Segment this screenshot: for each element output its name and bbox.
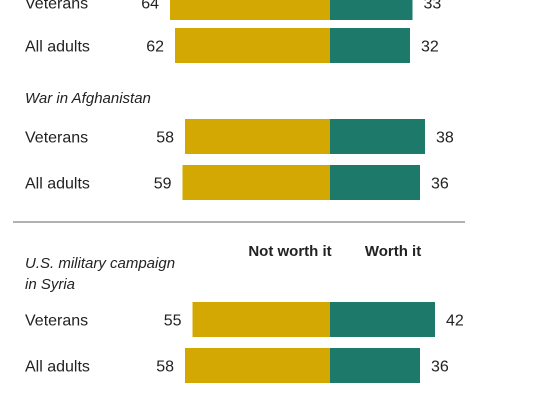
value-worth-it: 36	[431, 359, 449, 376]
bar-worth-it	[330, 348, 420, 383]
bar-not-worth-it	[192, 302, 330, 337]
value-worth-it: 36	[431, 176, 449, 193]
group-title: War in Afghanistan	[25, 90, 151, 107]
bar-worth-it	[330, 302, 435, 337]
legend-worth-it: Worth it	[365, 243, 421, 260]
value-not-worth-it: 58	[156, 130, 174, 147]
row-label: All adults	[25, 359, 90, 376]
value-worth-it: 42	[446, 313, 464, 330]
bar-worth-it	[330, 0, 413, 20]
value-worth-it: 38	[436, 130, 454, 147]
value-not-worth-it: 62	[146, 39, 164, 56]
bar-not-worth-it	[185, 348, 330, 383]
bar-worth-it	[330, 165, 420, 200]
bar-not-worth-it	[175, 28, 330, 63]
bar-not-worth-it	[182, 165, 330, 200]
group-title: in Syria	[25, 276, 75, 293]
value-not-worth-it: 58	[156, 359, 174, 376]
bar-worth-it	[330, 28, 410, 63]
value-worth-it: 32	[421, 39, 439, 56]
value-not-worth-it: 55	[164, 313, 182, 330]
value-not-worth-it: 64	[141, 0, 159, 13]
bar-not-worth-it	[170, 0, 330, 20]
bar-worth-it	[330, 119, 425, 154]
row-label: Veterans	[25, 130, 88, 147]
value-not-worth-it: 59	[154, 176, 172, 193]
group-title: U.S. military campaign	[25, 255, 175, 272]
row-label: All adults	[25, 176, 90, 193]
bar-not-worth-it	[185, 119, 330, 154]
row-label: Veterans	[25, 313, 88, 330]
value-worth-it: 33	[424, 0, 442, 13]
row-label: All adults	[25, 39, 90, 56]
legend-not-worth-it: Not worth it	[248, 243, 331, 260]
row-label: Veterans	[25, 0, 88, 13]
